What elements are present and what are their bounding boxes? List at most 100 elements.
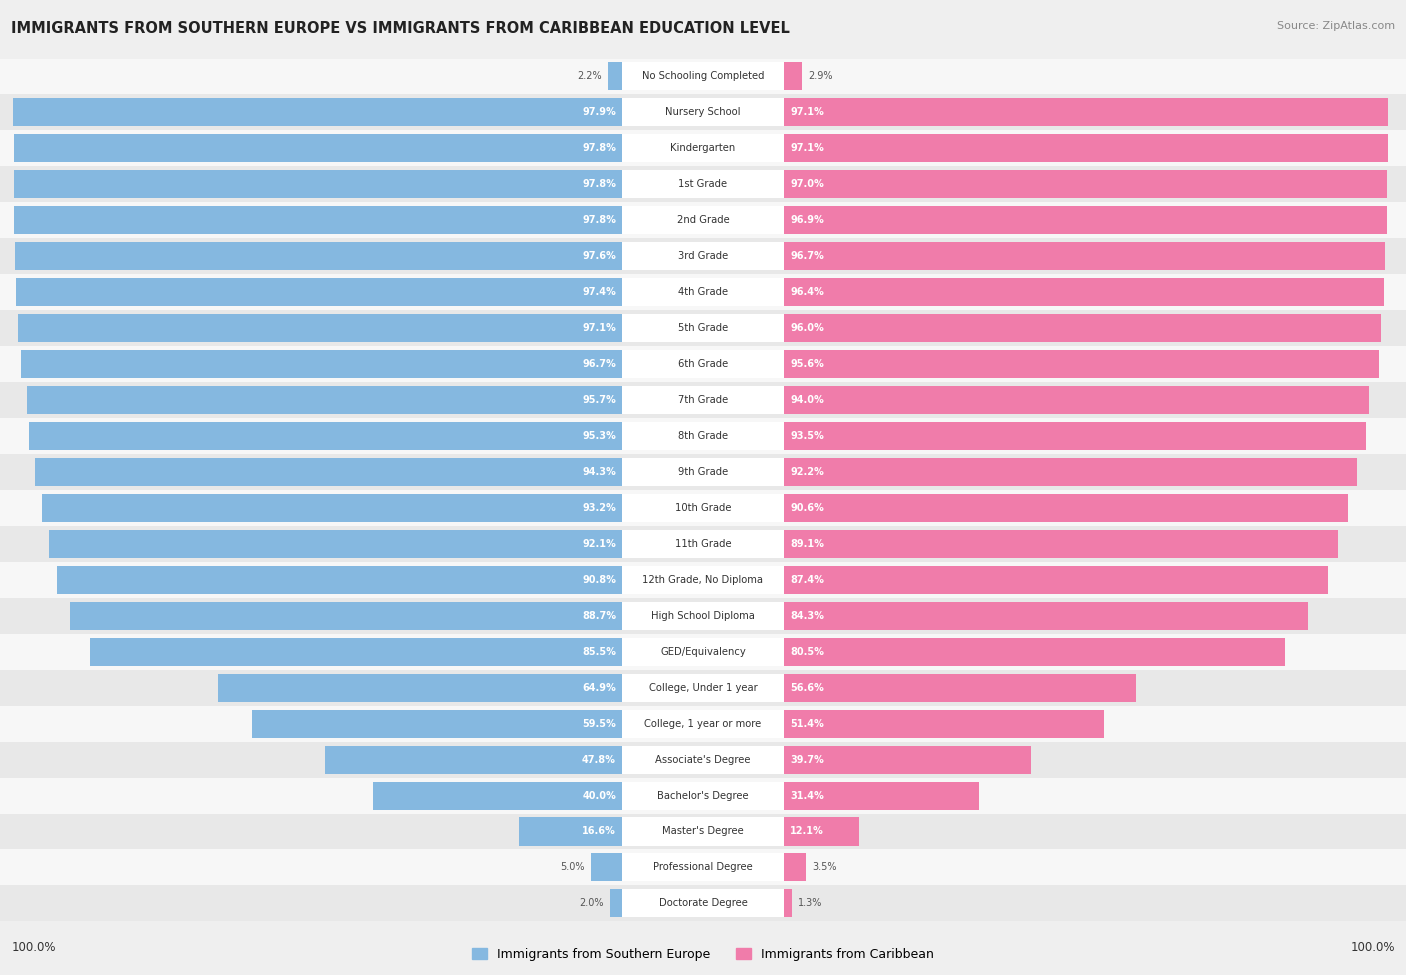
Bar — [13, 98, 621, 127]
Text: 11th Grade: 11th Grade — [675, 539, 731, 549]
Bar — [17, 278, 621, 306]
Text: 96.4%: 96.4% — [790, 288, 824, 297]
Text: 88.7%: 88.7% — [582, 610, 616, 621]
Bar — [785, 242, 1385, 270]
Text: Professional Degree: Professional Degree — [654, 863, 752, 873]
Text: Bachelor's Degree: Bachelor's Degree — [657, 791, 749, 800]
Text: 94.0%: 94.0% — [790, 395, 824, 405]
Text: 1.3%: 1.3% — [799, 898, 823, 909]
Bar — [90, 638, 621, 666]
Text: 97.8%: 97.8% — [582, 143, 616, 153]
Text: 100.0%: 100.0% — [1350, 941, 1395, 955]
Bar — [621, 638, 785, 666]
Text: 96.7%: 96.7% — [790, 252, 824, 261]
Bar — [0, 634, 1406, 670]
Text: 51.4%: 51.4% — [790, 719, 824, 728]
Bar — [0, 346, 1406, 382]
Text: 97.8%: 97.8% — [582, 179, 616, 189]
Text: 94.3%: 94.3% — [582, 467, 616, 477]
Bar — [785, 171, 1388, 198]
Bar — [785, 422, 1365, 450]
Text: 100.0%: 100.0% — [11, 941, 56, 955]
Bar — [0, 489, 1406, 526]
Text: Kindergarten: Kindergarten — [671, 143, 735, 153]
Bar — [621, 710, 785, 738]
Text: 10th Grade: 10th Grade — [675, 503, 731, 513]
Text: 80.5%: 80.5% — [790, 646, 824, 657]
Bar — [621, 602, 785, 630]
Bar — [785, 566, 1327, 594]
Bar — [0, 813, 1406, 849]
Text: 97.1%: 97.1% — [790, 143, 824, 153]
Bar — [252, 710, 621, 738]
Text: 2.2%: 2.2% — [578, 71, 602, 82]
Bar — [519, 817, 621, 845]
Bar — [18, 314, 621, 342]
Text: 5.0%: 5.0% — [561, 863, 585, 873]
Text: 93.5%: 93.5% — [790, 431, 824, 441]
Bar — [785, 889, 792, 917]
Bar — [621, 494, 785, 522]
Bar — [621, 746, 785, 773]
Text: 95.3%: 95.3% — [582, 431, 616, 441]
Bar — [621, 782, 785, 809]
Bar — [785, 135, 1388, 163]
Text: 97.6%: 97.6% — [582, 252, 616, 261]
Bar — [0, 382, 1406, 418]
Text: 95.6%: 95.6% — [790, 359, 824, 370]
Text: 40.0%: 40.0% — [582, 791, 616, 800]
Text: 9th Grade: 9th Grade — [678, 467, 728, 477]
Bar — [785, 386, 1368, 414]
Text: College, 1 year or more: College, 1 year or more — [644, 719, 762, 728]
Bar — [49, 529, 621, 558]
Bar — [0, 706, 1406, 742]
Bar — [0, 742, 1406, 778]
Bar — [0, 95, 1406, 131]
Bar — [70, 602, 621, 630]
Text: 97.1%: 97.1% — [582, 323, 616, 333]
Bar — [0, 203, 1406, 238]
Bar — [14, 207, 621, 234]
Text: Associate's Degree: Associate's Degree — [655, 755, 751, 764]
Text: 84.3%: 84.3% — [790, 610, 824, 621]
Bar — [0, 131, 1406, 167]
Bar — [785, 674, 1136, 702]
Text: 12.1%: 12.1% — [790, 827, 824, 837]
Bar — [27, 386, 621, 414]
Text: 31.4%: 31.4% — [790, 791, 824, 800]
Text: 1st Grade: 1st Grade — [679, 179, 727, 189]
Bar — [621, 278, 785, 306]
Bar — [621, 242, 785, 270]
Bar — [785, 817, 859, 845]
Text: 95.7%: 95.7% — [582, 395, 616, 405]
Bar — [0, 454, 1406, 489]
Bar — [621, 674, 785, 702]
Text: 16.6%: 16.6% — [582, 827, 616, 837]
Text: 96.7%: 96.7% — [582, 359, 616, 370]
Text: 92.1%: 92.1% — [582, 539, 616, 549]
Text: 8th Grade: 8th Grade — [678, 431, 728, 441]
Bar — [0, 418, 1406, 454]
Bar — [785, 207, 1386, 234]
Bar — [785, 350, 1379, 378]
Bar — [14, 171, 621, 198]
Text: 6th Grade: 6th Grade — [678, 359, 728, 370]
Bar — [621, 171, 785, 198]
Bar — [35, 458, 621, 486]
Bar — [58, 566, 621, 594]
Text: 97.1%: 97.1% — [790, 107, 824, 117]
Text: 97.8%: 97.8% — [582, 215, 616, 225]
Bar — [0, 778, 1406, 813]
Bar — [325, 746, 621, 773]
Text: 7th Grade: 7th Grade — [678, 395, 728, 405]
Bar — [785, 710, 1104, 738]
Bar — [785, 62, 801, 91]
Text: GED/Equivalency: GED/Equivalency — [661, 646, 745, 657]
Bar — [621, 98, 785, 127]
Text: 2.0%: 2.0% — [579, 898, 603, 909]
Bar — [30, 422, 621, 450]
Bar — [609, 62, 621, 91]
Text: 2.9%: 2.9% — [808, 71, 832, 82]
Text: 56.6%: 56.6% — [790, 682, 824, 692]
Bar — [621, 458, 785, 486]
